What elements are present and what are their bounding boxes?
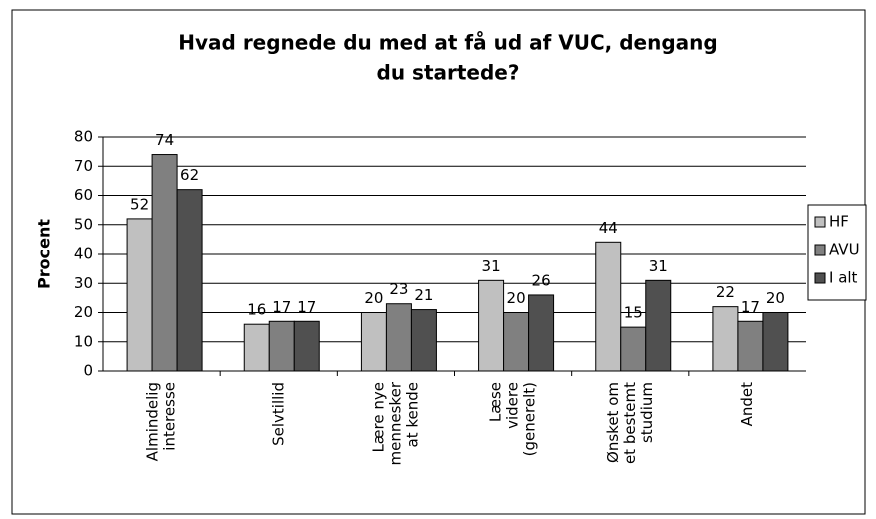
y-tick-label: 50 [74, 215, 93, 233]
value-label: 16 [247, 301, 266, 319]
bar [645, 279, 672, 372]
value-label: 17 [272, 298, 291, 316]
legend-label: AVU [829, 241, 860, 259]
y-tick-label: 20 [74, 303, 93, 321]
value-label: 23 [389, 280, 408, 298]
value-label: 17 [741, 298, 760, 316]
y-tick-label: 80 [74, 128, 93, 146]
value-label: 44 [599, 219, 618, 237]
x-tick-label: Andet [738, 382, 756, 427]
value-label: 62 [180, 166, 199, 184]
x-tick-label: mennesker [386, 381, 404, 465]
x-tick-label: Ønsket om [604, 382, 622, 463]
bar [126, 218, 153, 372]
value-label: 31 [649, 257, 668, 275]
value-label: 15 [624, 304, 643, 322]
value-label: 17 [297, 298, 316, 316]
value-label: 52 [130, 195, 149, 213]
value-label: 20 [364, 289, 383, 307]
y-tick-label: 60 [74, 186, 93, 204]
chart-title: Hvad regnede du med at få ud af VUC, den… [178, 31, 717, 55]
x-tick-label: Almindelig [144, 382, 162, 461]
legend-swatch [814, 216, 826, 228]
value-label: 22 [716, 283, 735, 301]
y-tick-label: 10 [74, 332, 93, 350]
bar [737, 320, 764, 372]
bar [620, 326, 647, 372]
x-tick-label: et bestemt [621, 382, 639, 464]
y-axis-label: Procent [35, 219, 54, 289]
bar [762, 312, 789, 372]
value-label: 26 [532, 271, 551, 289]
y-tick-label: 0 [83, 362, 93, 380]
bar [360, 312, 387, 372]
value-label: 31 [482, 257, 501, 275]
value-label: 20 [766, 289, 785, 307]
bar [595, 241, 622, 372]
bar [243, 323, 270, 372]
y-tick-label: 30 [74, 274, 93, 292]
legend-label: I alt [829, 269, 858, 287]
x-tick-label: Lære nye [369, 382, 387, 453]
value-label: 20 [507, 289, 526, 307]
bar [293, 320, 320, 372]
bar [478, 279, 505, 372]
bar [503, 312, 530, 372]
value-label: 74 [155, 131, 174, 149]
x-tick-label: interesse [161, 382, 179, 451]
bar [176, 189, 203, 372]
x-tick-label: (generelt) [521, 382, 539, 456]
bar [151, 154, 178, 372]
value-label: 21 [414, 286, 433, 304]
legend-label: HF [829, 213, 849, 231]
bar [712, 306, 739, 372]
chart-title: du startede? [377, 61, 520, 85]
y-tick-label: 70 [74, 157, 93, 175]
x-tick-label: videre [504, 382, 522, 429]
x-tick-label: studium [638, 382, 656, 443]
bar [385, 303, 412, 372]
legend-swatch [814, 272, 826, 284]
x-tick-label: at kende [403, 382, 421, 447]
bar [268, 320, 295, 372]
x-tick-label: Selvtillid [269, 382, 287, 446]
bar [410, 309, 437, 372]
y-tick-label: 40 [74, 245, 93, 263]
bar [528, 294, 555, 372]
x-tick-label: Læse [487, 382, 505, 422]
legend-swatch [814, 244, 826, 256]
